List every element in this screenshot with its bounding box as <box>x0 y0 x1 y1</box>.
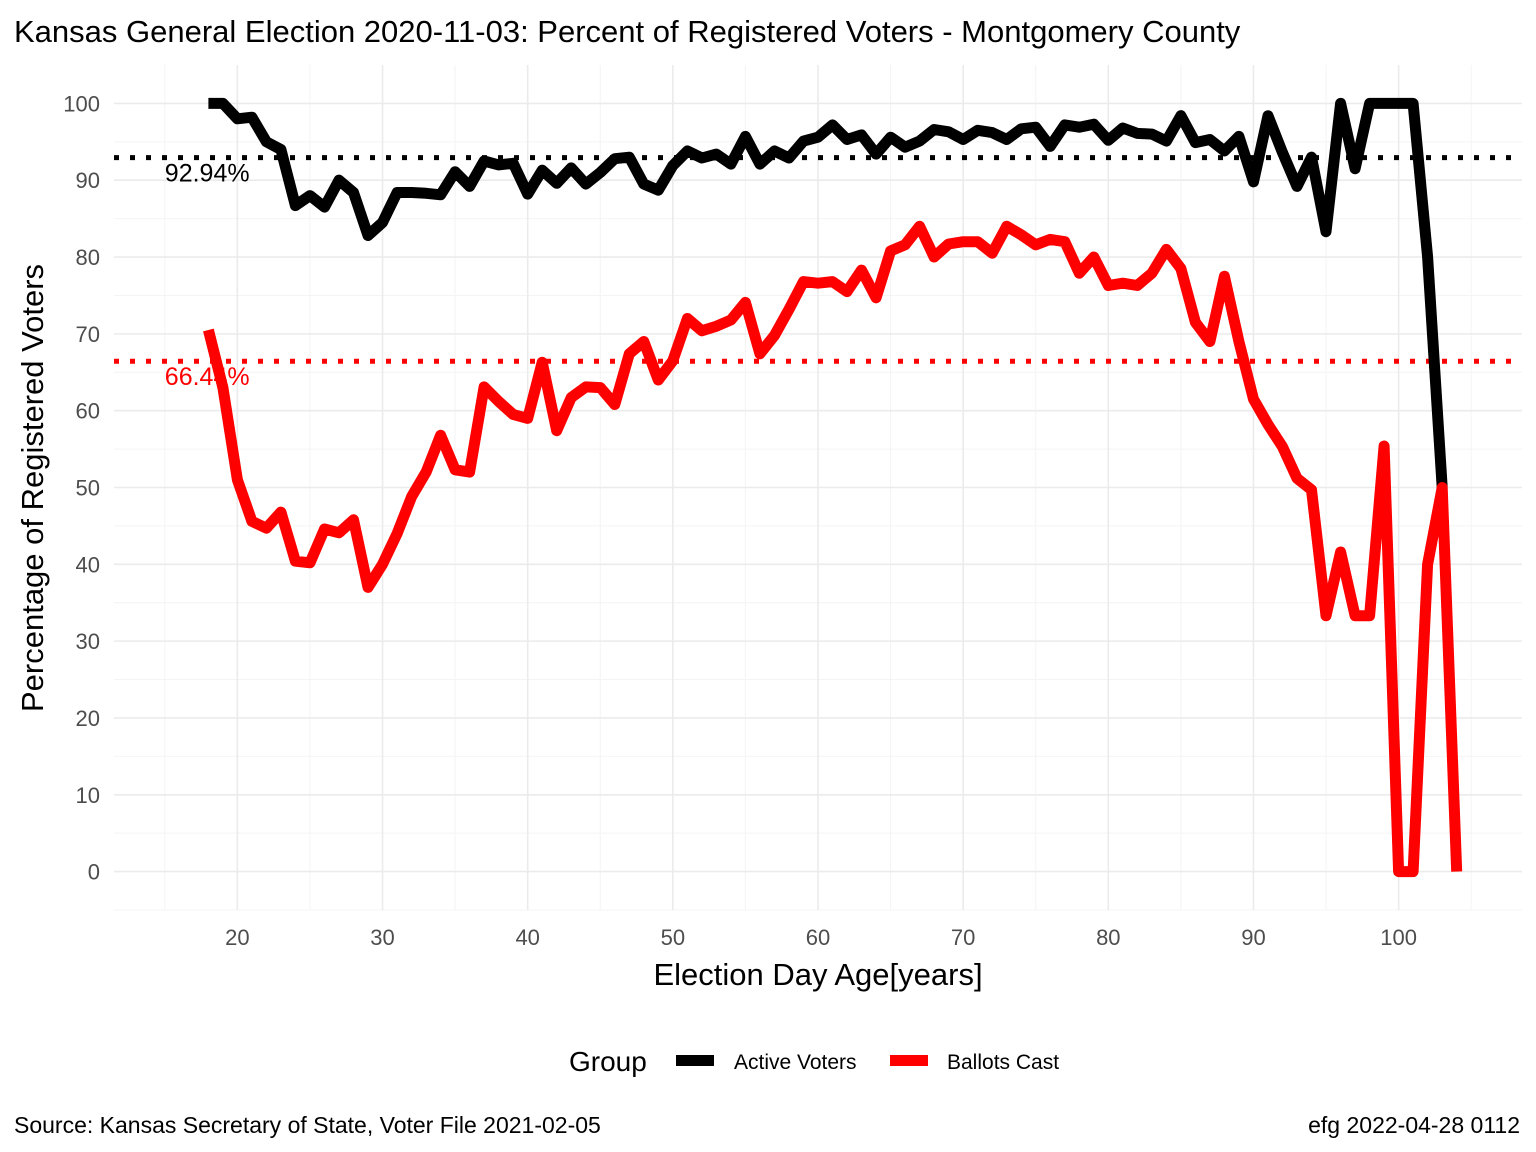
reference-labels: 92.94% 66.44% <box>165 160 250 392</box>
y-tick-label: 10 <box>76 783 100 808</box>
legend-title: Group <box>569 1046 647 1077</box>
x-tick-label: 20 <box>225 925 249 950</box>
y-tick-label: 30 <box>76 629 100 654</box>
x-tick-label: 50 <box>661 925 685 950</box>
grid <box>114 65 1522 911</box>
legend-key-ballots-cast <box>890 1055 928 1066</box>
reference-line-label: 66.44% <box>165 363 250 391</box>
y-tick-label: 90 <box>76 168 100 193</box>
legend: Group Active Voters Ballots Cast <box>569 1046 1059 1077</box>
y-tick-label: 100 <box>63 91 100 116</box>
x-tick-label: 90 <box>1241 925 1265 950</box>
series-line-ballots-cast <box>203 220 1463 878</box>
x-tick-label: 100 <box>1380 925 1417 950</box>
y-tick-label: 40 <box>76 552 100 577</box>
source-caption: Source: Kansas Secretary of State, Voter… <box>14 1112 601 1138</box>
x-tick-label: 80 <box>1096 925 1120 950</box>
reference-lines <box>114 155 1522 364</box>
legend-key-active-voters <box>676 1055 714 1066</box>
chart-title: Kansas General Election 2020-11-03: Perc… <box>14 14 1241 49</box>
credit-caption: efg 2022-04-28 0112 <box>1308 1112 1520 1138</box>
x-tick-labels: 20 30 40 50 60 70 80 90 100 <box>225 925 1417 950</box>
series-lines <box>203 97 1463 878</box>
x-axis-title: Election Day Age[years] <box>653 957 982 992</box>
y-tick-label: 70 <box>76 322 100 347</box>
y-tick-label: 50 <box>76 476 100 501</box>
x-tick-label: 60 <box>806 925 830 950</box>
y-tick-label: 80 <box>76 245 100 270</box>
y-tick-label: 60 <box>76 399 100 424</box>
x-tick-label: 40 <box>515 925 539 950</box>
legend-label-ballots-cast: Ballots Cast <box>947 1051 1059 1074</box>
x-tick-label: 30 <box>370 925 394 950</box>
series-line-active-voters <box>208 97 1448 488</box>
legend-label-active-voters: Active Voters <box>734 1051 857 1074</box>
y-tick-label: 20 <box>76 706 100 731</box>
y-tick-label: 0 <box>88 860 100 885</box>
x-tick-label: 70 <box>951 925 975 950</box>
y-axis-title: Percentage of Registered Voters <box>15 264 50 712</box>
reference-line-label: 92.94% <box>165 160 250 188</box>
y-tick-labels: 0 10 20 30 40 50 60 70 80 90 100 <box>63 91 100 884</box>
